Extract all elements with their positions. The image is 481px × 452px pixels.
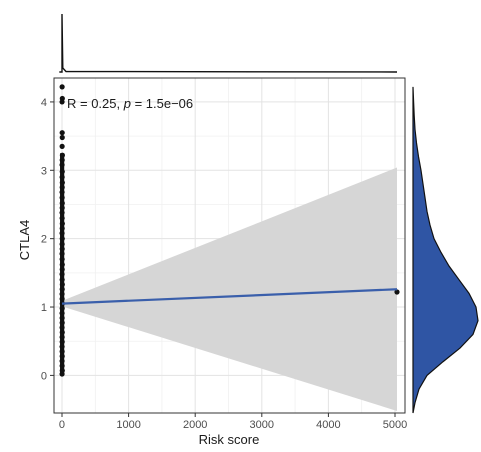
x-axis-title: Risk score — [199, 432, 260, 447]
x-tick-label: 3000 — [250, 419, 274, 431]
annotation-segment: p — [123, 96, 131, 111]
y-tick-label: 3 — [41, 165, 47, 177]
y-tick-label: 2 — [41, 234, 47, 246]
top-density-curve — [59, 13, 398, 73]
x-tick-label: 5000 — [383, 419, 407, 431]
y-axis-title: CTLA4 — [17, 220, 32, 260]
data-points-layer — [59, 84, 400, 377]
right-density-panel — [412, 86, 479, 414]
x-tick-label: 4000 — [316, 419, 340, 431]
regression-line — [61, 288, 398, 305]
top-density-panel — [59, 13, 398, 73]
y-tick-label: 4 — [41, 97, 47, 109]
x-tick-label: 0 — [59, 419, 65, 431]
annotation-segment: = 1.5e−06 — [131, 96, 193, 111]
correlation-annotation: R = 0.25, p = 1.5e−06 — [67, 96, 193, 111]
data-point — [59, 99, 65, 105]
data-point — [59, 134, 65, 141]
panel-border — [53, 77, 406, 414]
y-tick-label: 1 — [41, 302, 47, 314]
panel-frame-layer — [53, 77, 406, 414]
data-point — [59, 143, 65, 149]
y-tick-label: 0 — [41, 370, 47, 382]
annotation-segment: R = 0.25, — [67, 96, 124, 111]
data-point — [394, 289, 400, 295]
x-tick-label: 1000 — [116, 419, 140, 431]
confidence-band — [61, 167, 398, 411]
confidence-band-layer — [61, 167, 398, 411]
axis-ticks-layer: 0 1000 2000 3000 4000 5000 0 1 2 3 4 — [41, 97, 407, 431]
data-point — [59, 84, 65, 90]
x-tick-label: 2000 — [183, 419, 207, 431]
regression-line-layer — [61, 288, 398, 305]
right-density-area — [412, 86, 479, 414]
data-point — [59, 130, 65, 136]
